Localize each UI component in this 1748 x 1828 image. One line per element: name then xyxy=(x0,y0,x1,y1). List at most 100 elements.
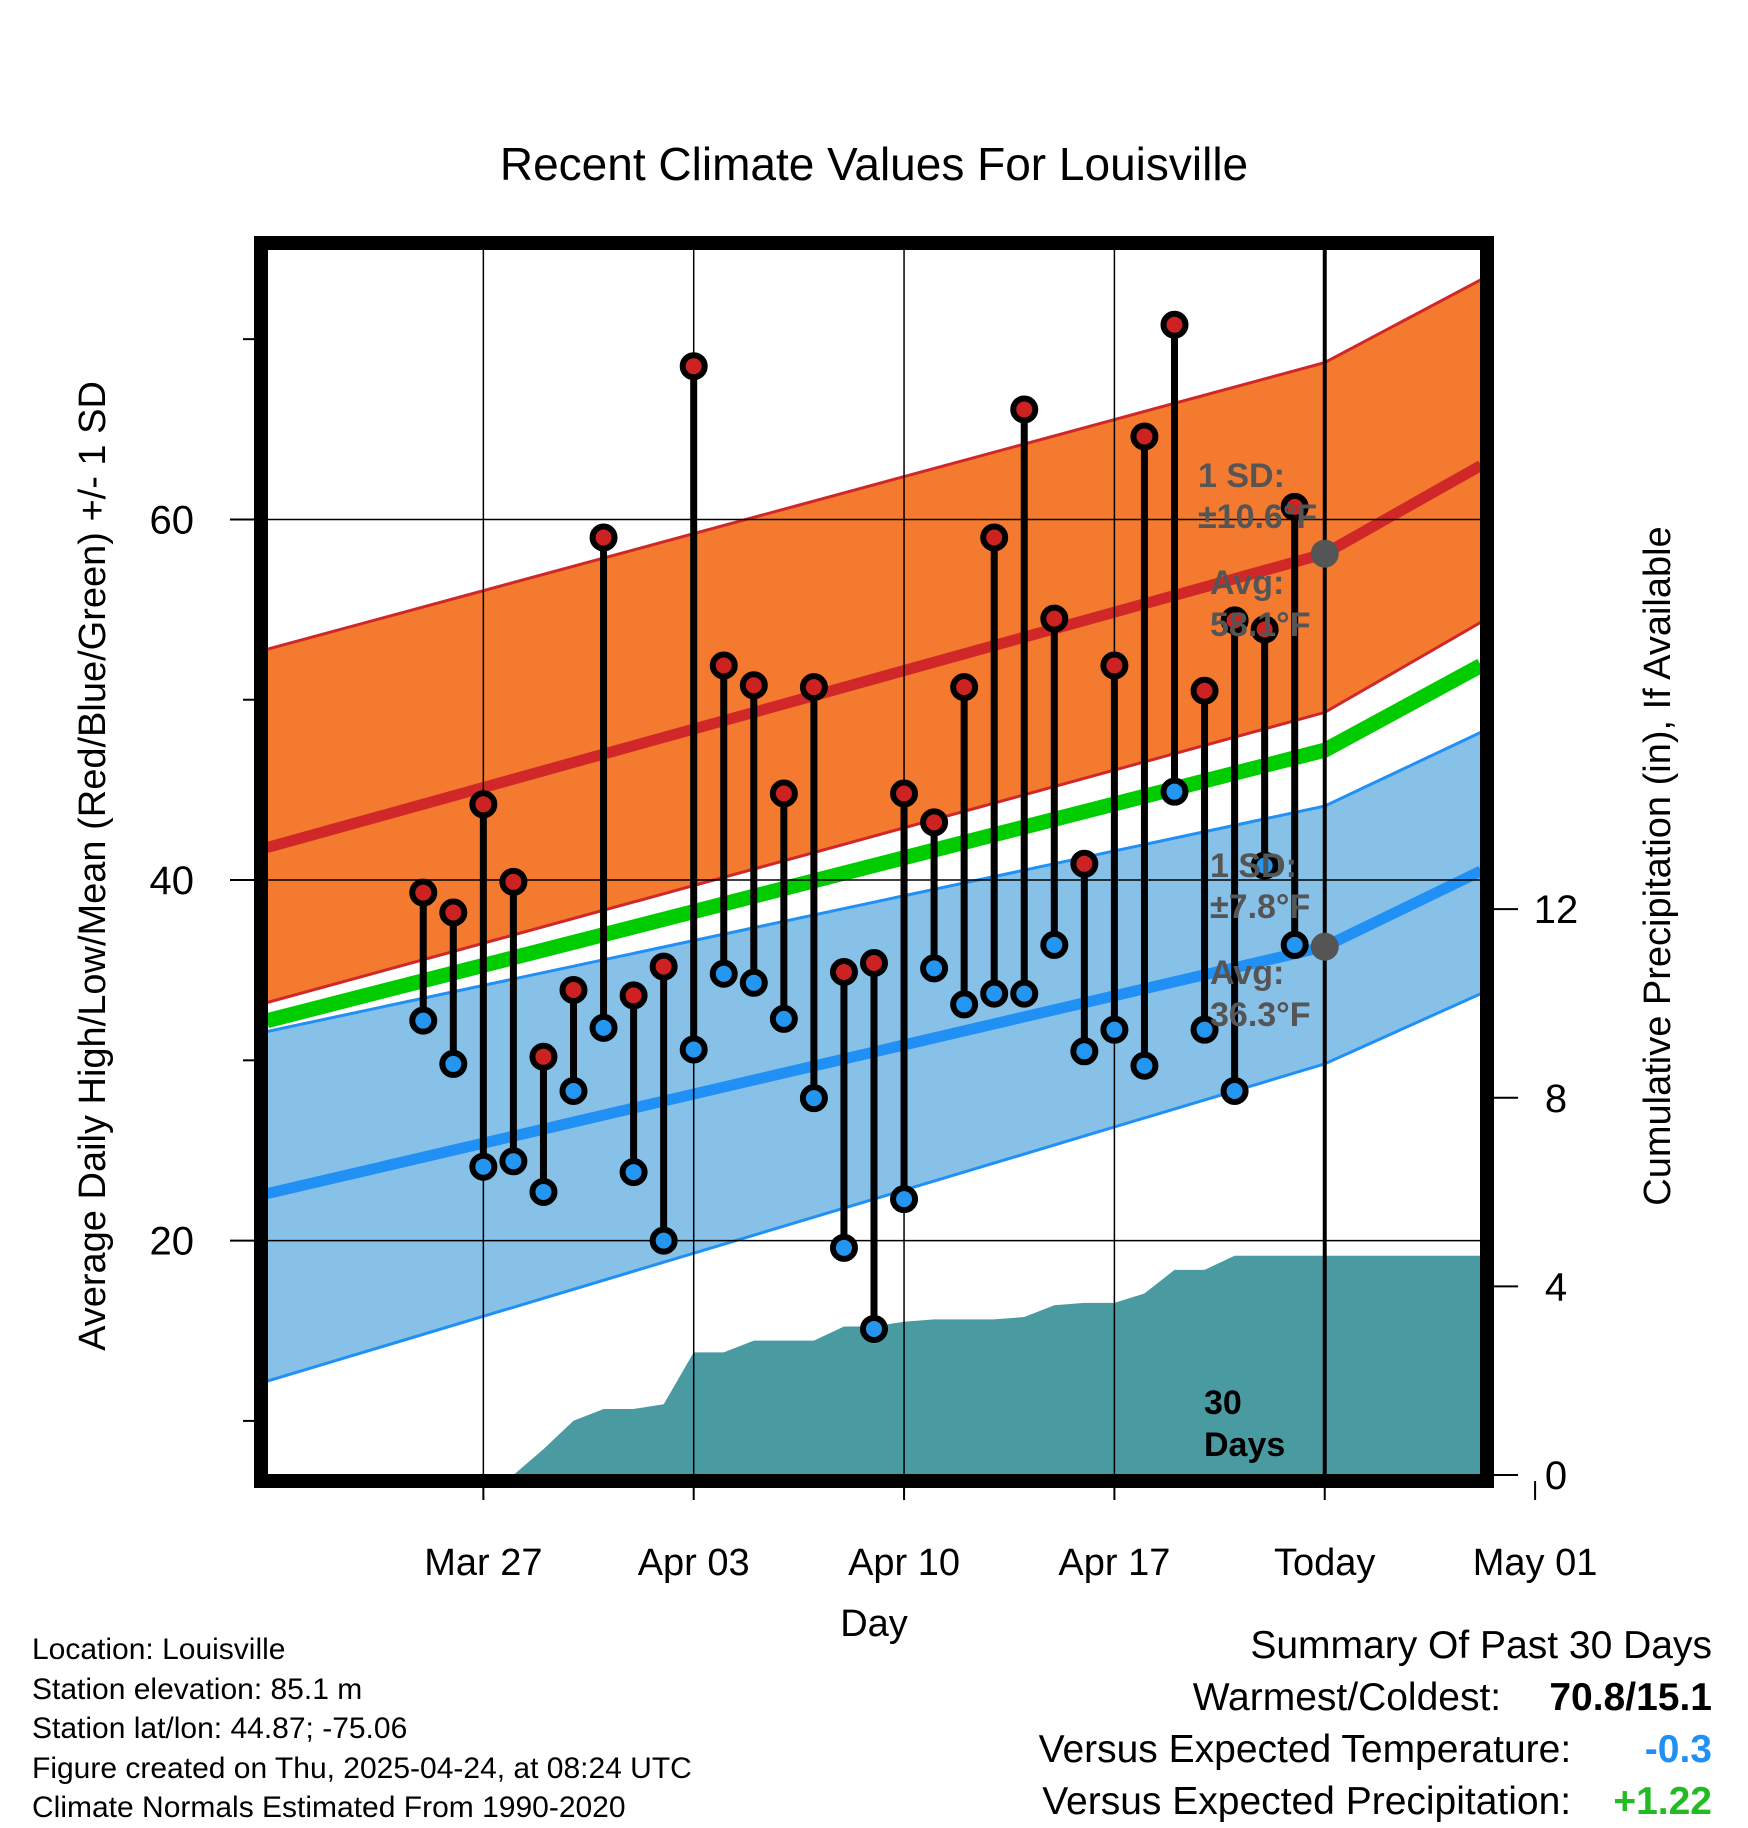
daily-low-point xyxy=(860,1314,888,1343)
daily-low-point xyxy=(1190,1015,1219,1044)
summary-precip-label: Versus Expected Precipitation: xyxy=(1042,1780,1572,1823)
daily-low-point xyxy=(559,1076,588,1105)
daily-low-point xyxy=(739,968,768,997)
high-sd-label: 1 SD: xyxy=(1198,457,1285,495)
daily-low-point xyxy=(499,1147,528,1176)
elevation-text: Station elevation: 85.1 m xyxy=(32,1672,363,1706)
station-info: Location: Louisville Station elevation: … xyxy=(32,1630,692,1828)
today-high-average-marker xyxy=(1310,539,1339,568)
daily-high-point xyxy=(529,1042,558,1071)
low-sd-value: ±7.8°F xyxy=(1210,888,1310,926)
latlon-text: Station lat/lon: 44.87; -75.06 xyxy=(32,1712,408,1745)
summary-precip-row: Versus Expected Precipitation: +1.22 xyxy=(1039,1776,1712,1828)
y-axis-label: Average Daily High/Low/Mean (Red/Blue/Gr… xyxy=(72,381,114,1351)
precipitation-area xyxy=(513,1255,1481,1475)
x-tick-label: Mar 27 xyxy=(424,1542,542,1584)
location-text: Location: Louisville xyxy=(32,1633,286,1666)
daily-low-point xyxy=(649,1226,678,1255)
summary-temp-row: Versus Expected Temperature: -0.3 xyxy=(1039,1724,1712,1776)
daily-low-point xyxy=(769,1004,798,1033)
chart-title: Recent Climate Values For Louisville xyxy=(500,138,1248,190)
daily-high-point xyxy=(439,898,468,927)
daily-low-point xyxy=(469,1152,498,1181)
daily-high-point xyxy=(1100,651,1129,680)
x-tick-label: Apr 17 xyxy=(1058,1542,1170,1584)
today-low-average-marker xyxy=(1310,932,1339,961)
y2-tick-label: 4 xyxy=(1545,1265,1567,1309)
daily-low-point xyxy=(890,1185,919,1214)
daily-low-point xyxy=(1070,1037,1099,1066)
normals-text: Climate Normals Estimated From 1990-2020 xyxy=(32,1791,626,1824)
high-sd-value: ±10.6°F xyxy=(1198,498,1317,536)
low-avg-label: Avg: xyxy=(1210,954,1284,992)
x-tick-label: Apr 10 xyxy=(848,1542,960,1584)
daily-high-point xyxy=(829,957,858,986)
summary-panel: Summary Of Past 30 Days Warmest/Coldest:… xyxy=(1039,1620,1712,1828)
daily-low-point xyxy=(1220,1076,1249,1105)
daily-high-point xyxy=(799,673,828,702)
daily-high-point xyxy=(950,673,979,702)
daily-low-point xyxy=(619,1158,648,1187)
summary-temp-value: -0.3 xyxy=(1644,1728,1712,1771)
daily-high-point xyxy=(1280,492,1309,521)
daily-low-point xyxy=(950,990,979,1019)
summary-warmest-label: Warmest/Coldest: xyxy=(1192,1676,1502,1719)
daily-low-point xyxy=(1280,930,1309,959)
daily-high-point xyxy=(589,523,618,552)
daily-high-point xyxy=(769,779,798,808)
daily-high-point xyxy=(739,671,768,700)
daily-high-point xyxy=(709,651,738,680)
daily-high-point xyxy=(1040,604,1069,633)
daily-low-point xyxy=(1100,1015,1129,1044)
y-tick-label: 40 xyxy=(150,859,195,903)
low-avg-value: 36.3°F xyxy=(1210,996,1311,1034)
daily-low-point xyxy=(439,1049,468,1078)
high-avg-value: 58.1°F xyxy=(1210,606,1311,644)
summary-precip-value: +1.22 xyxy=(1613,1780,1712,1823)
daily-high-point xyxy=(619,981,648,1010)
daily-high-point xyxy=(1160,310,1189,339)
daily-low-point xyxy=(1250,851,1279,880)
daily-low-point xyxy=(679,1035,708,1064)
daily-high-point xyxy=(980,523,1009,552)
daily-low-point xyxy=(1040,930,1069,959)
daily-high-point xyxy=(860,948,888,977)
daily-high-point xyxy=(1190,676,1219,705)
daily-high-point xyxy=(1250,615,1279,644)
daily-low-point xyxy=(529,1177,558,1206)
high-avg-label: Avg: xyxy=(1210,564,1284,602)
daily-low-point xyxy=(589,1013,618,1042)
daily-low-point xyxy=(829,1233,858,1262)
daily-low-point xyxy=(920,954,949,983)
daily-low-point xyxy=(409,1006,438,1035)
daily-low-point xyxy=(1130,1051,1159,1080)
summary-warmest-value: 70.8/15.1 xyxy=(1549,1676,1712,1719)
daily-high-point xyxy=(649,952,678,981)
x-tick-label: May 01 xyxy=(1473,1542,1598,1584)
summary-warmest-row: Warmest/Coldest: 70.8/15.1 xyxy=(1039,1672,1712,1724)
daily-high-point xyxy=(469,790,498,819)
daily-high-point xyxy=(1130,422,1159,451)
daily-high-point xyxy=(679,352,708,381)
daily-high-point xyxy=(499,867,528,896)
low-sd-label: 1 SD: xyxy=(1210,847,1297,885)
created-text: Figure created on Thu, 2025-04-24, at 08… xyxy=(32,1751,692,1785)
daily-low-point xyxy=(980,979,1009,1008)
summary-temp-label: Versus Expected Temperature: xyxy=(1038,1728,1572,1771)
daily-high-point xyxy=(1010,395,1039,424)
x-axis-label: Day xyxy=(840,1603,908,1645)
y2-tick-label: 8 xyxy=(1545,1077,1567,1121)
daily-low-point xyxy=(799,1084,828,1113)
daily-high-point xyxy=(890,779,919,808)
summary-title: Summary Of Past 30 Days xyxy=(1250,1624,1712,1667)
daily-low-point xyxy=(1010,979,1039,1008)
x-tick-label: Apr 03 xyxy=(638,1542,750,1584)
daily-low-point xyxy=(1160,777,1189,806)
plot-frame xyxy=(254,236,1494,1488)
y2-axis-label: Cumulative Precipitation (in), If Availa… xyxy=(1637,526,1679,1205)
y2-tick-label: 0 xyxy=(1545,1454,1567,1498)
y-tick-label: 60 xyxy=(150,498,195,542)
daily-high-point xyxy=(1220,606,1249,635)
daily-high-point xyxy=(559,976,588,1005)
